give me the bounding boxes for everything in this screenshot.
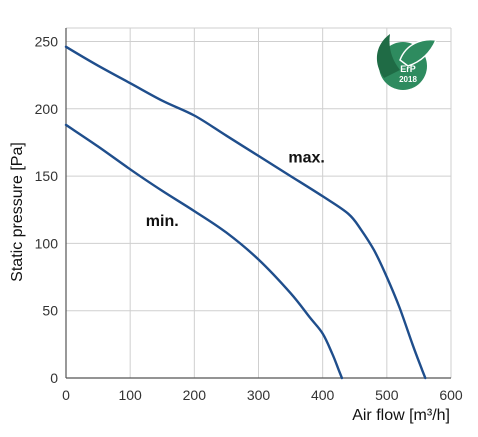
- badge-year: 2018: [399, 75, 417, 84]
- x-tick-label: 500: [375, 387, 399, 403]
- x-tick-label: 200: [183, 387, 207, 403]
- x-tick-label: 300: [247, 387, 271, 403]
- y-tick-label: 200: [35, 101, 59, 117]
- x-tick-label: 400: [311, 387, 335, 403]
- badge-text: ErP: [400, 64, 416, 74]
- erp-2018-badge: ErP 2018: [376, 34, 438, 90]
- annotations: max. min.: [146, 150, 325, 230]
- series-line-min: [64, 123, 344, 380]
- annotation-min: min.: [146, 213, 179, 230]
- y-tick-label: 150: [35, 168, 59, 184]
- y-tick-labels: 0 50 100 150 200 250: [35, 33, 59, 386]
- annotation-max: max.: [288, 150, 324, 167]
- leaf-icon: [376, 34, 400, 78]
- y-tick-label: 0: [50, 370, 58, 386]
- x-tick-labels: 0 100 200 300 400 500 600: [62, 387, 463, 403]
- axes: [65, 28, 451, 379]
- leaf-icon: [399, 38, 438, 67]
- series-line-max: [64, 45, 427, 380]
- series-lines: [64, 45, 427, 380]
- x-tick-label: 100: [118, 387, 142, 403]
- y-tick-label: 250: [35, 33, 59, 49]
- y-tick-label: 100: [35, 235, 59, 251]
- x-tick-label: 0: [62, 387, 70, 403]
- x-tick-label: 600: [439, 387, 463, 403]
- x-axis-label: Air flow [m³/h]: [352, 407, 450, 424]
- y-tick-label: 50: [42, 303, 58, 319]
- y-axis-label: Static pressure [Pa]: [9, 142, 26, 282]
